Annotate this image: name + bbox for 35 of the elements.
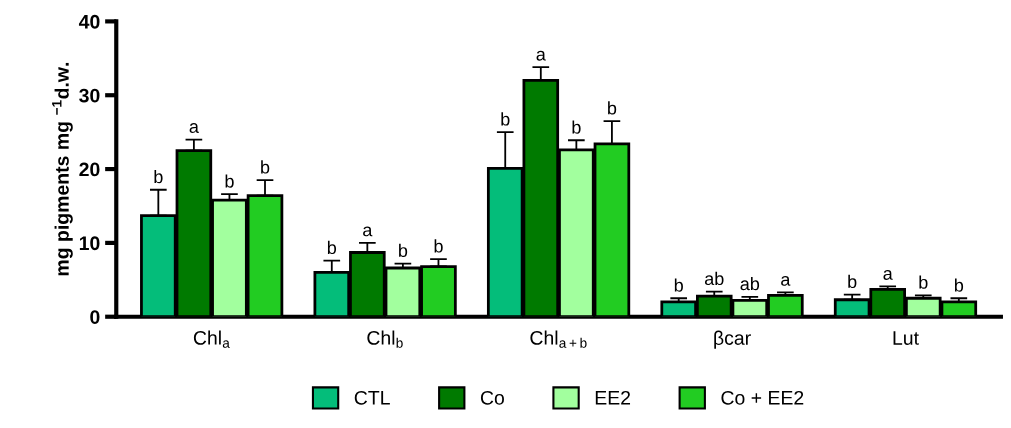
data-label: b (919, 275, 928, 289)
x-tick-label: Chl$_{a+b}$ (530, 330, 587, 348)
data-label: b (434, 239, 443, 253)
data-label: b (154, 169, 163, 184)
data-label: a (536, 50, 546, 61)
data-label: b (225, 174, 234, 188)
data-label: b (501, 112, 510, 126)
data-label: a (883, 270, 893, 280)
legend-label: CTL (354, 390, 390, 405)
data-label: b (399, 243, 408, 258)
x-tick-label: Lut (893, 331, 919, 345)
x-tick-label: Chl$_{a}$ (193, 330, 230, 348)
data-label: b (674, 278, 683, 292)
legend-label: Co + EE2 (721, 390, 804, 405)
data-label: ab (740, 277, 760, 291)
data-label: b (261, 160, 270, 174)
y-tick-label: 0 (90, 310, 100, 324)
data-label: b (327, 240, 337, 255)
data-label: ab (704, 271, 724, 286)
legend-label: EE2 (595, 390, 631, 405)
y-tick-label: 10 (79, 236, 100, 251)
y-tick-label: 40 (78, 14, 100, 29)
data-label: b (954, 278, 964, 292)
data-label: b (572, 120, 581, 134)
x-tick-label: βcar (714, 330, 751, 349)
y-axis-title: mg pigments mg $^{−1}$d.w. (52, 62, 73, 276)
legend-label: Co (480, 390, 504, 405)
data-label: b (608, 101, 617, 115)
data-label: a (363, 226, 373, 237)
y-tick-label: 20 (79, 162, 100, 177)
data-label: a (189, 123, 199, 134)
data-label: a (781, 275, 791, 286)
data-label: b (848, 274, 857, 289)
x-tick-label: Chl$_{b}$ (367, 330, 403, 348)
y-tick-label: 30 (79, 88, 100, 103)
